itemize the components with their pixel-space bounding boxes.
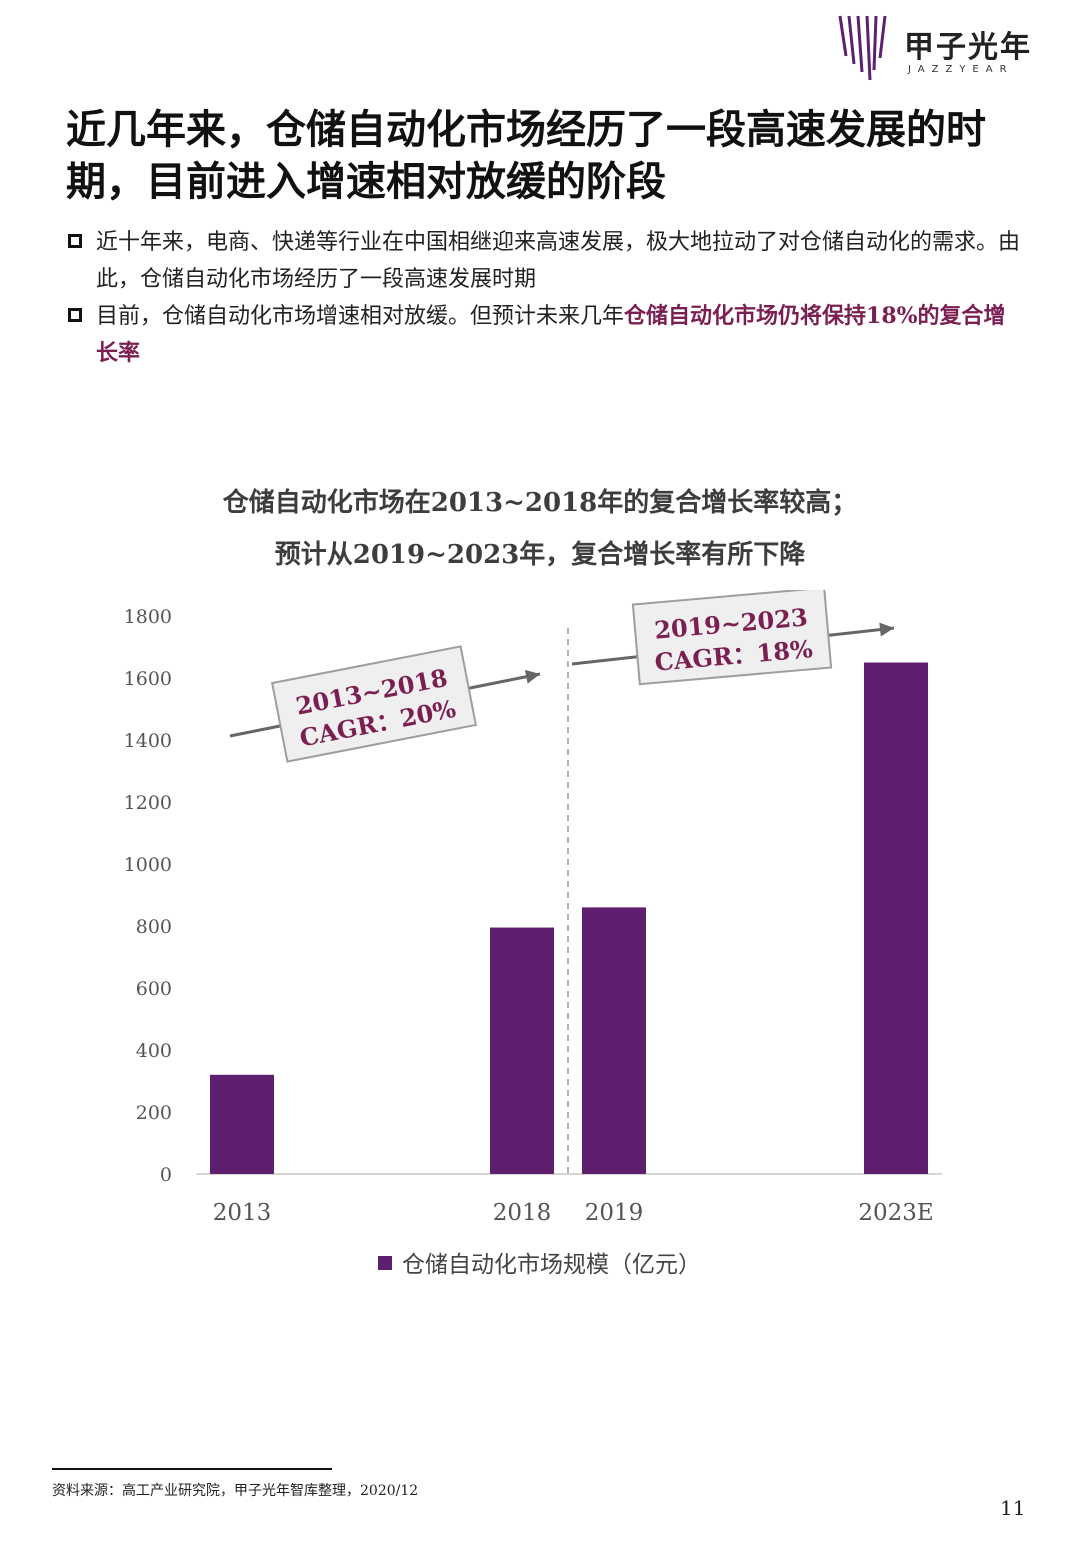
y-tick-label: 1200 bbox=[124, 792, 172, 814]
chart-title: 仓储自动化市场在2013~2018年的复合增长率较高； bbox=[222, 488, 858, 518]
bullet-text: 近十年来，电商、快递等行业在中国相继迎来高速发展，极大地拉动了对仓储自动化的需求… bbox=[96, 230, 1021, 292]
y-tick-label: 200 bbox=[136, 1102, 172, 1124]
bar-2013 bbox=[210, 1074, 274, 1174]
trend-arrow-2019-2023-head bbox=[879, 622, 894, 637]
logo-mark-icon bbox=[838, 15, 887, 81]
callout-box bbox=[631, 590, 833, 686]
bullet-item: 近十年来，电商、快递等行业在中国相继迎来高速发展，极大地拉动了对仓储自动化的需求… bbox=[66, 224, 1026, 298]
bar-2023E bbox=[864, 662, 928, 1174]
source-note: 资料来源：高工产业研究院，甲子光年智库整理，2020/12 bbox=[52, 1483, 419, 1499]
brand-name: 甲子光年 bbox=[904, 30, 1032, 65]
bullet-list: 近十年来，电商、快递等行业在中国相继迎来高速发展，极大地拉动了对仓储自动化的需求… bbox=[66, 224, 1026, 372]
square-bullet-icon bbox=[68, 308, 82, 322]
bullet-item: 目前，仓储自动化市场增速相对放缓。但预计未来几年仓储自动化市场仍将保持18%的复… bbox=[66, 298, 1026, 372]
trend-arrow-2013-2018-head bbox=[524, 669, 540, 684]
y-tick-label: 400 bbox=[136, 1040, 172, 1062]
square-bullet-icon bbox=[68, 234, 82, 248]
x-tick-label: 2013 bbox=[213, 1200, 272, 1226]
brand-name-en: JAZZYEAR bbox=[908, 64, 1014, 75]
callout-box bbox=[270, 645, 478, 763]
y-tick-label: 800 bbox=[136, 916, 172, 938]
y-tick-label: 0 bbox=[160, 1164, 172, 1186]
y-tick-label: 1400 bbox=[124, 730, 172, 752]
chart-subtitle: 预计从2019~2023年，复合增长率有所下降 bbox=[274, 540, 806, 570]
bullet-text: 目前，仓储自动化市场增速相对放缓。但预计未来几年 bbox=[96, 304, 625, 329]
footer-divider bbox=[52, 1468, 332, 1470]
y-tick-label: 1600 bbox=[124, 668, 172, 690]
page-number: 11 bbox=[1000, 1496, 1026, 1520]
x-tick-label: 2023E bbox=[858, 1200, 933, 1226]
y-tick-label: 600 bbox=[136, 978, 172, 1000]
x-tick-label: 2019 bbox=[585, 1200, 644, 1226]
y-tick-label: 1000 bbox=[124, 854, 172, 876]
x-tick-label: 2018 bbox=[493, 1200, 552, 1226]
legend-swatch bbox=[378, 1256, 392, 1270]
bullet-highlight: 仓储自动化市场仍将保持18%的复合增长率 bbox=[96, 303, 1006, 366]
bar-2018 bbox=[490, 927, 554, 1174]
bar-2019 bbox=[582, 907, 646, 1174]
page-title: 近几年来，仓储自动化市场经历了一段高速发展的时期，目前进入增速相对放缓的阶段 bbox=[66, 106, 986, 205]
legend-label: 仓储自动化市场规模（亿元） bbox=[402, 1252, 701, 1278]
y-tick-label: 1800 bbox=[124, 606, 172, 628]
bar-chart: 0 200 400 600 800 1000 1200 1400 1600 1800 2013 201… bbox=[124, 590, 942, 1278]
brand-logo: 甲子光年 JAZZYEAR bbox=[834, 10, 1054, 90]
